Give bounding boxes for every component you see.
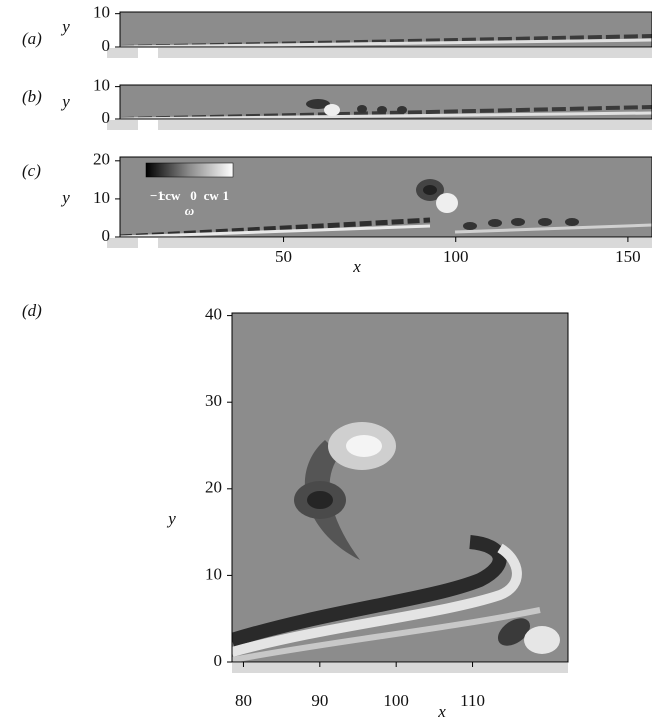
x-axis-label: x <box>437 702 446 721</box>
y-tick-label: 10 <box>93 76 110 95</box>
y-tick-label: 20 <box>205 478 222 497</box>
y-axis-label: y <box>60 188 70 207</box>
plot-frame <box>119 11 652 48</box>
plate <box>107 48 652 673</box>
x-tick-label: 110 <box>460 691 485 710</box>
colorbar-tick-label: 0 <box>190 188 197 203</box>
x-tick-label: 100 <box>383 691 409 710</box>
field <box>232 313 568 662</box>
panel-label: (a) <box>22 29 42 48</box>
y-tick-label: 10 <box>93 3 110 22</box>
y-tick-label: 10 <box>93 188 110 207</box>
y-tick-label: 0 <box>102 226 111 245</box>
panel-label: (b) <box>22 87 42 106</box>
x-axis-label: x <box>352 257 361 276</box>
y-tick-label: 10 <box>205 564 222 583</box>
y-tick-label: 20 <box>93 150 110 169</box>
y-tick-label: 0 <box>102 108 111 127</box>
y-axis-label: y <box>166 509 176 528</box>
field <box>120 12 652 47</box>
x-tick-label: 80 <box>235 691 252 710</box>
y-axis-label: y <box>60 17 70 36</box>
colorbar-label: ω <box>185 203 194 218</box>
plot-frame <box>119 84 652 120</box>
y-tick-label: 0 <box>214 651 223 670</box>
y-tick-label: 30 <box>205 391 222 410</box>
plot-frame <box>231 312 569 663</box>
plot-frame <box>119 156 652 238</box>
y-tick-label: 40 <box>205 305 222 324</box>
colorbar-side-label: ccw <box>159 188 181 203</box>
x-tick-label: 50 <box>275 247 292 266</box>
panel-label: (d) <box>22 301 42 320</box>
field <box>120 85 652 119</box>
y-axis-label: y <box>60 92 70 111</box>
colorbar-tick-label: 1 <box>223 188 230 203</box>
panel-label: (c) <box>22 161 41 180</box>
x-tick-label: 90 <box>311 691 328 710</box>
x-tick-label: 100 <box>443 247 469 266</box>
colorbar-side-label: cw <box>204 188 220 203</box>
colorbar <box>145 162 234 178</box>
x-tick-label: 150 <box>615 247 641 266</box>
colorbar-tick-label: −1 <box>150 188 164 203</box>
y-tick-label: 0 <box>102 36 111 55</box>
